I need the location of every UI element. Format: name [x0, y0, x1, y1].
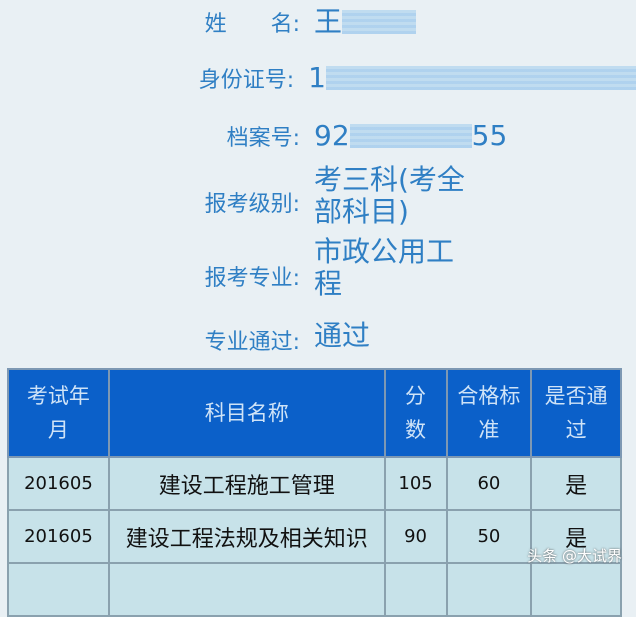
cell-passed: 是: [530, 456, 622, 511]
major-value: 市政公用工程: [314, 235, 455, 300]
table-row: 201605 建设工程施工管理 105 60 是: [7, 456, 622, 511]
table-header: 考试年月 科目名称 分数 合格标准 是否通过: [7, 368, 622, 458]
redaction: [349, 124, 472, 148]
cell-standard: 60: [445, 456, 533, 511]
redaction: [342, 10, 417, 34]
pass-label: 专业通过:: [204, 330, 300, 355]
redaction: [326, 66, 636, 90]
id-value: 1: [308, 61, 326, 94]
pass-value: 通过: [314, 319, 371, 352]
cell-date: 201605: [7, 456, 110, 511]
header-subject: 科目名称: [107, 368, 386, 458]
major-label: 报考专业:: [204, 266, 300, 291]
cell-passed: 是: [530, 509, 622, 564]
cell-date: 201605: [7, 509, 110, 564]
header-score: 分数: [383, 368, 448, 458]
pass-row: 专业通过: 通过: [0, 320, 636, 356]
cell-score: 90: [383, 509, 448, 564]
id-row: 身份证号: 1: [0, 62, 636, 94]
file-value-start: 92: [314, 119, 350, 152]
name-label: 姓 名:: [204, 12, 300, 37]
header-standard: 合格标准: [445, 368, 533, 458]
cell-standard: 50: [445, 509, 533, 564]
file-value-end: 55: [471, 119, 508, 152]
level-label: 报考级别:: [204, 192, 300, 217]
header-date: 考试年月: [7, 368, 110, 458]
watermark: 头条 @大试界: [527, 547, 622, 565]
major-row: 报考专业: 市政公用工程: [0, 236, 636, 300]
cell-subject: 建设工程法规及相关知识: [107, 509, 386, 564]
id-label: 身份证号:: [198, 68, 295, 93]
cell-score: 105: [383, 456, 448, 511]
cell-subject: 建设工程施工管理: [107, 456, 386, 511]
header-passed: 是否通过: [530, 368, 622, 458]
name-value: 王: [314, 5, 343, 38]
file-label: 档案号:: [226, 126, 300, 151]
name-row: 姓 名: 王: [0, 6, 636, 38]
table-row: [7, 562, 622, 617]
file-row: 档案号: 92 55: [0, 120, 636, 152]
table-row: 201605 建设工程法规及相关知识 90 50 是: [7, 509, 622, 564]
level-value: 考三科(考全部科目): [314, 163, 465, 228]
level-row: 报考级别: 考三科(考全部科目): [0, 164, 636, 228]
